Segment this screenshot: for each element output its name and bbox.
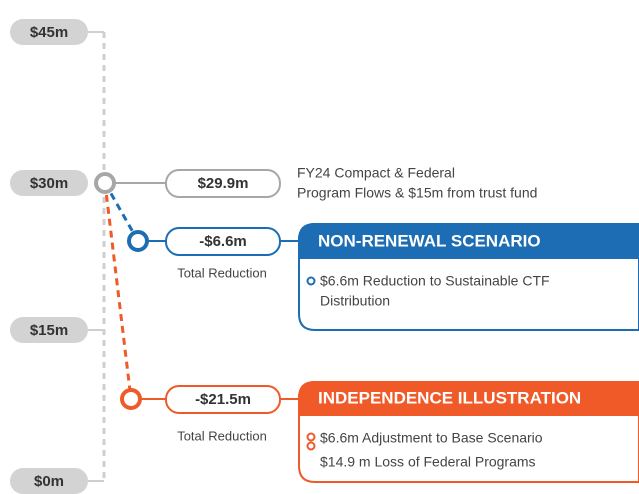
bullet <box>306 441 316 451</box>
value-pill <box>165 385 281 414</box>
bullet-text: $6.6m Reduction to Sustainable CTF <box>320 273 550 289</box>
value-label: -$6.6m <box>199 233 247 250</box>
value-pill <box>165 169 281 198</box>
node <box>127 230 149 252</box>
axis-pills <box>10 19 88 494</box>
axis-label: $45m <box>30 24 68 41</box>
bullet <box>306 276 316 286</box>
value-label: -$21.5m <box>195 391 251 408</box>
axis-label: $0m <box>34 473 64 490</box>
bullet <box>306 432 316 442</box>
bullet-text: $6.6m Adjustment to Base Scenario <box>320 430 543 446</box>
node <box>120 388 142 410</box>
scenario-header <box>298 223 639 259</box>
description: Program Flows & $15m from trust fund <box>297 185 537 201</box>
value-pill <box>165 227 281 256</box>
scenario-title: INDEPENDENCE ILLUSTRATION <box>318 388 581 407</box>
axis-ticks <box>88 31 104 482</box>
value-label: $29.9m <box>198 175 249 192</box>
node <box>94 172 116 194</box>
bullet-text: Distribution <box>320 293 390 309</box>
caption: Total Reduction <box>177 265 267 280</box>
description: FY24 Compact & Federal <box>297 165 455 181</box>
caption: Total Reduction <box>177 428 267 443</box>
scenario-title: NON-RENEWAL SCENARIO <box>318 231 541 250</box>
bullet-text: $14.9 m Loss of Federal Programs <box>320 454 536 470</box>
scenario-header <box>298 381 639 416</box>
axis-label: $30m <box>30 175 68 192</box>
connector <box>103 182 133 400</box>
axis-label: $15m <box>30 322 68 339</box>
